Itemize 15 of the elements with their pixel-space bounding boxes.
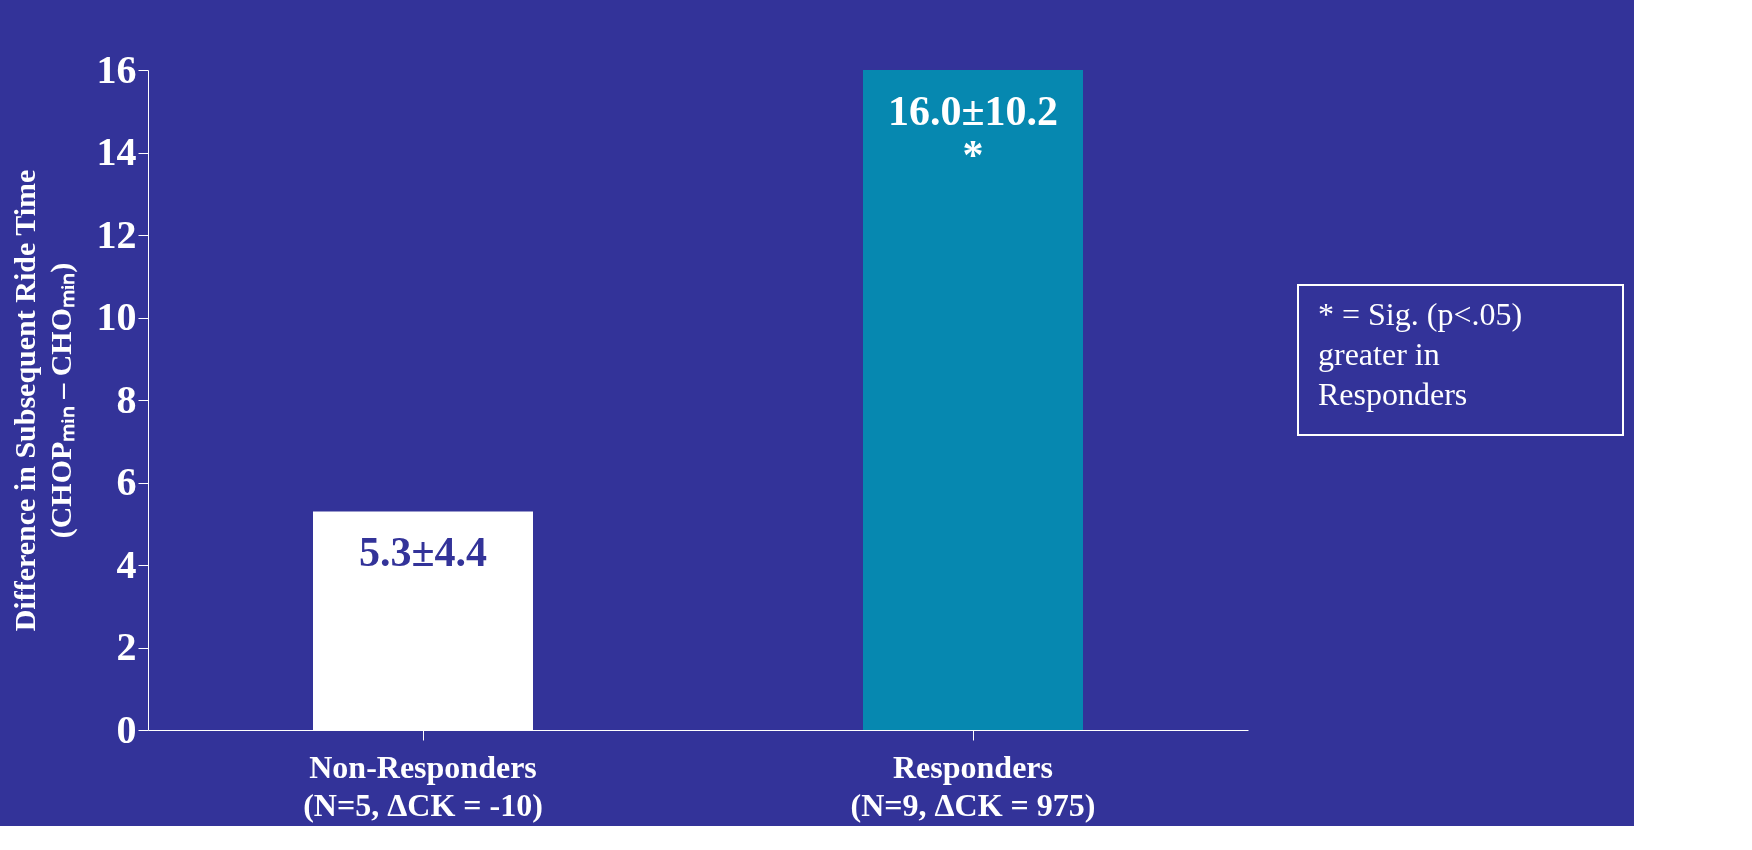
y-tick-label: 12 [96, 211, 137, 257]
y-tick-label: 0 [116, 706, 137, 752]
y-axis-title: Difference in Subsequent Ride Time (CHOPₘᵢₙ – CHOₘᵢₙ) [7, 169, 78, 632]
y-tick-label: 2 [116, 624, 137, 669]
data-label: 5.3±4.4 [358, 529, 488, 576]
x-tick-label: Responders (N=9, ΔCK = 975) [850, 748, 1096, 823]
y-tick-label: 10 [96, 294, 137, 339]
x-tick-label: Non-Responders (N=5, ΔCK = -10) [303, 748, 543, 823]
data-label: 16.0±10.2 * [887, 88, 1059, 178]
y-tick-label: 6 [116, 459, 137, 504]
y-tick-label: 8 [116, 376, 137, 422]
y-tick-label: 14 [96, 129, 137, 174]
y-tick-label: 4 [116, 541, 137, 587]
text: * = Sig. (p<.05) greater in Responders [1318, 296, 1523, 412]
y-tick-label: 16 [96, 46, 137, 92]
